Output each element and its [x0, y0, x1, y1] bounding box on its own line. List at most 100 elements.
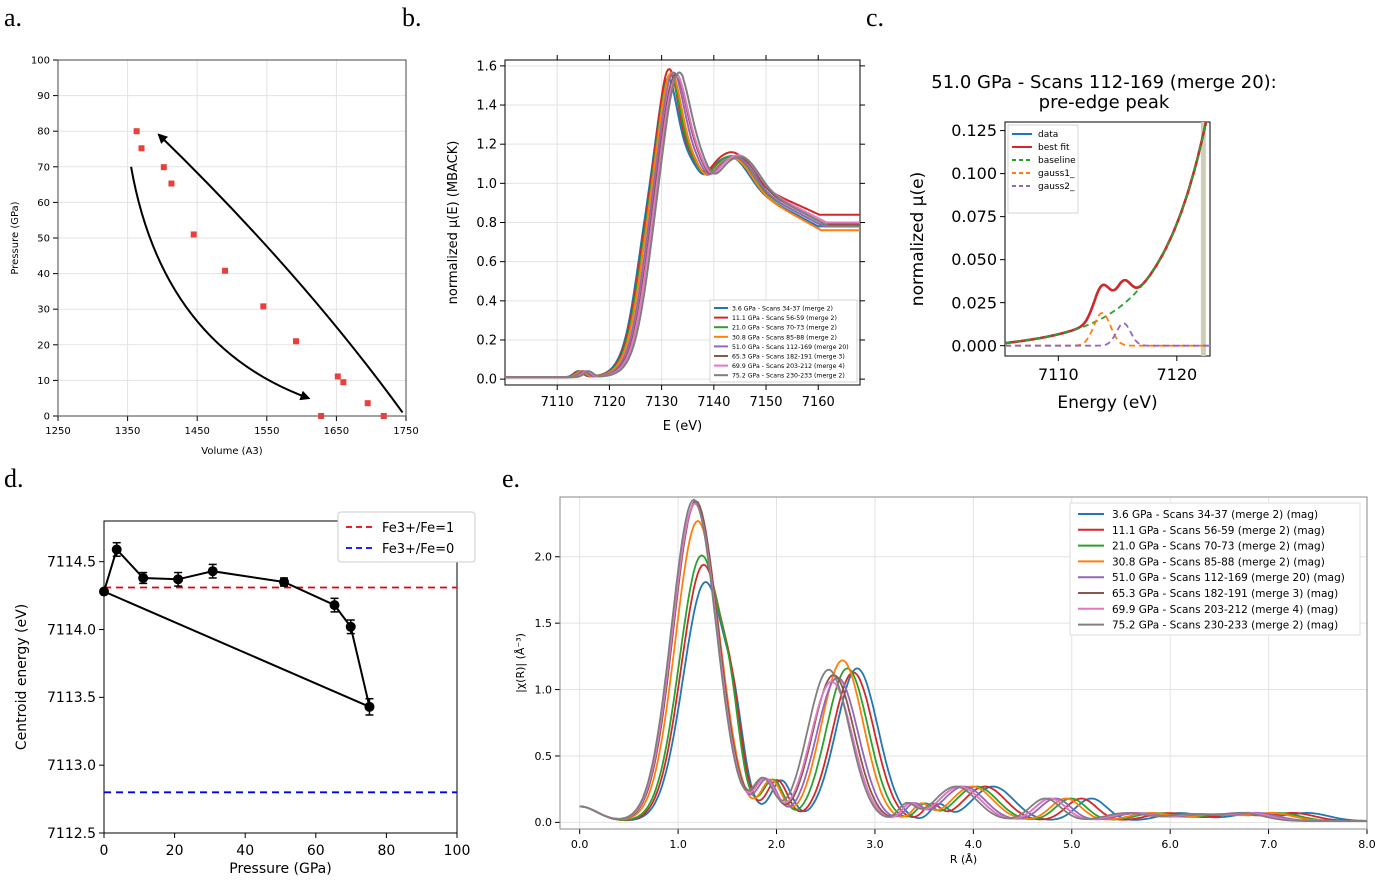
data-point	[222, 267, 229, 274]
legend-label: 69.9 GPa - Scans 203-212 (merge 4) (mag)	[1112, 604, 1338, 616]
centroid-line	[103, 547, 371, 709]
chart-subtitle: pre-edge peak	[1039, 92, 1170, 113]
data-point	[111, 544, 122, 555]
chart-title: 51.0 GPa - Scans 112-169 (merge 20):	[931, 72, 1276, 93]
plot-frame	[1004, 121, 1211, 357]
y-tick-label: 1.4	[476, 99, 497, 114]
x-tick-label: 6.0	[1161, 838, 1179, 851]
legend-label: Fe3+/Fe=1	[382, 521, 454, 536]
y-tick-label: 80	[37, 127, 50, 138]
legend-label: 69.9 GPa - Scans 203-212 (merge 4)	[732, 363, 845, 370]
data-point	[279, 577, 290, 588]
plot-frame	[103, 520, 458, 834]
y-tick-label: 0.0	[476, 373, 497, 388]
legend-label: best fit	[1038, 143, 1070, 153]
x-axis-label: Pressure (GPa)	[229, 861, 331, 877]
y-tick-label: 0.2	[476, 334, 497, 349]
data-point	[260, 303, 267, 310]
x-tick-label: 7.0	[1260, 838, 1278, 851]
series-group	[505, 67, 860, 379]
plot-frame	[57, 59, 407, 417]
y-tick-label: 0.025	[951, 293, 997, 312]
x-tick-label: 1550	[254, 426, 279, 437]
y-tick-label: 2.0	[535, 551, 553, 564]
legend-label: 30.8 GPa - Scans 85-88 (merge 2)	[732, 334, 837, 341]
plot-frame	[559, 496, 1368, 830]
legend-label: 21.0 GPa - Scans 70-73 (merge 2)	[732, 325, 837, 332]
x-tick-label: 7110	[541, 395, 574, 410]
y-tick-label: 0.5	[535, 750, 553, 763]
panel-label-c: c.	[866, 3, 884, 32]
panel-label-d: d.	[4, 464, 24, 493]
legend-box	[1069, 502, 1361, 636]
y-tick-label: 7113.5	[47, 690, 96, 706]
data-point	[133, 128, 140, 135]
legend-label: 75.2 GPa - Scans 230-233 (merge 2) (mag)	[1112, 620, 1338, 632]
y-tick-label: 7114.0	[47, 622, 96, 638]
x-tick-label: 1.0	[669, 838, 687, 851]
y-tick-label: 60	[37, 198, 50, 209]
legend-label: 11.1 GPa - Scans 56-59 (merge 2) (mag)	[1112, 525, 1325, 537]
y-tick-label: 0	[44, 412, 50, 423]
x-axis-label: R (Å)	[950, 853, 977, 866]
legend-label: 75.2 GPa - Scans 230-233 (merge 2)	[732, 373, 845, 380]
x-tick-label: 5.0	[1063, 838, 1081, 851]
y-tick-label: 0.000	[951, 336, 997, 355]
x-tick-label: 7120	[593, 395, 626, 410]
data-point	[318, 413, 325, 419]
xanes-series-line	[505, 71, 860, 379]
x-tick-label: 80	[377, 843, 395, 859]
y-tick-label: 0.4	[476, 294, 497, 309]
legend-box	[1007, 124, 1079, 214]
x-tick-label: 7130	[645, 395, 678, 410]
data-point	[329, 600, 340, 611]
legend-label: 3.6 GPa - Scans 34-37 (merge 2) (mag)	[1112, 509, 1318, 521]
x-tick-label: 40	[236, 843, 254, 859]
y-tick-label: 30	[37, 305, 50, 316]
data-point	[364, 400, 371, 407]
y-tick-label: 0.8	[476, 216, 497, 231]
panel-label-e: e.	[502, 464, 520, 493]
legend-label: 3.6 GPa - Scans 34-37 (merge 2)	[732, 306, 833, 313]
x-tick-label: 7140	[697, 395, 730, 410]
y-tick-label: 0.125	[951, 121, 997, 140]
gauss1-line	[1005, 312, 1210, 347]
y-axis-label: normalized μ(e)	[908, 172, 928, 306]
y-axis-label: Pressure (GPa)	[10, 201, 21, 274]
x-tick-label: 4.0	[965, 838, 983, 851]
y-tick-label: 0.100	[951, 164, 997, 183]
x-tick-label: 2.0	[768, 838, 786, 851]
legend-label: baseline	[1038, 156, 1076, 166]
panel-b-xanes: 7110 7120 7130 7140 7150 7160 0.0 0.2 0.4 0.6 0.8 1…	[446, 55, 865, 434]
panel-a-pressure-volume: 1250 1350 1450 1550 1650 1750 0 10 20 30 40 50 60 70 8…	[10, 56, 419, 458]
y-tick-label: 10	[37, 376, 50, 387]
y-axis-label: Centroid energy (eV)	[14, 604, 30, 750]
y-tick-label: 100	[31, 56, 50, 67]
data-point	[138, 145, 145, 152]
data-point	[380, 413, 387, 419]
x-axis-label: E (eV)	[663, 419, 702, 434]
legend-label: data	[1038, 130, 1058, 140]
panel-label-b: b.	[402, 3, 422, 32]
data-point	[340, 379, 347, 386]
y-tick-label: 20	[37, 340, 50, 351]
panel-e-exafs: 0.0 1.0 2.0 3.0 4.0 5.0 6.0 7.0 8.0 0.0 0.5 1.0 1.5 2…	[514, 496, 1376, 866]
arrow-annotation	[157, 133, 404, 414]
x-tick-label: 0.0	[571, 838, 589, 851]
legend-label: 30.8 GPa - Scans 85-88 (merge 2) (mag)	[1112, 556, 1325, 568]
y-tick-label: 0.075	[951, 207, 997, 226]
y-tick-label: 1.6	[476, 59, 497, 74]
chi-series-line	[579, 498, 1367, 822]
x-tick-label: 7120	[1156, 365, 1197, 384]
x-tick-label: 1350	[115, 426, 140, 437]
panel-d-centroid-energy: 0 20 40 60 80 100 7112.5 7113.0 7113.5 7114.0 7114…	[14, 511, 476, 877]
data-point	[190, 231, 197, 238]
y-tick-label: 7112.5	[47, 826, 96, 842]
y-tick-label: 0.0	[535, 816, 553, 829]
legend-label: 65.3 GPa - Scans 182-191 (merge 3)	[732, 354, 845, 361]
fit-window-band	[1200, 122, 1206, 356]
x-axis-label: Volume (A3)	[201, 446, 262, 457]
x-tick-label: 3.0	[866, 838, 884, 851]
x-tick-label: 1650	[324, 426, 349, 437]
